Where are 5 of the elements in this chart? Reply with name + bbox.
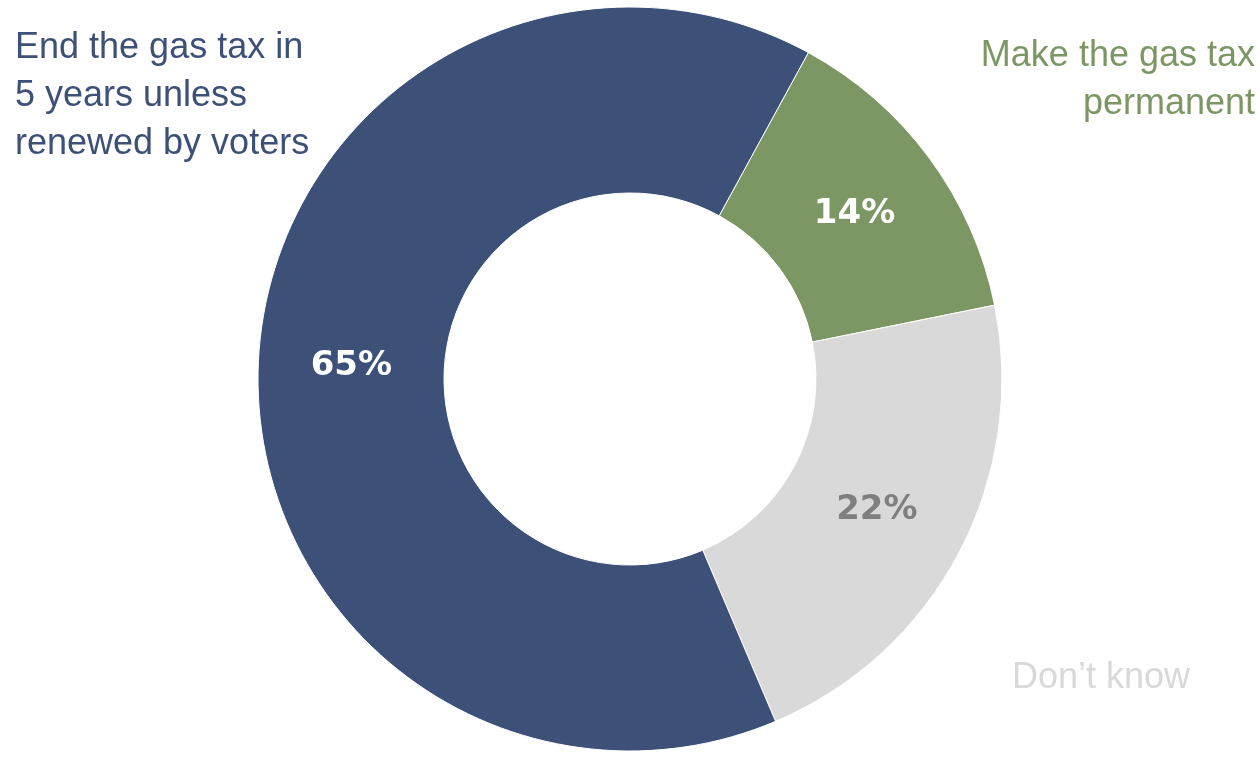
- data-label: 14%: [813, 191, 896, 232]
- data-label: 65%: [310, 343, 393, 384]
- slice-label: End the gas tax in 5 years unless renewed by voters: [15, 25, 310, 162]
- slice-label: Make the gas tax permanent: [980, 33, 1255, 122]
- data-label: 22%: [836, 486, 918, 527]
